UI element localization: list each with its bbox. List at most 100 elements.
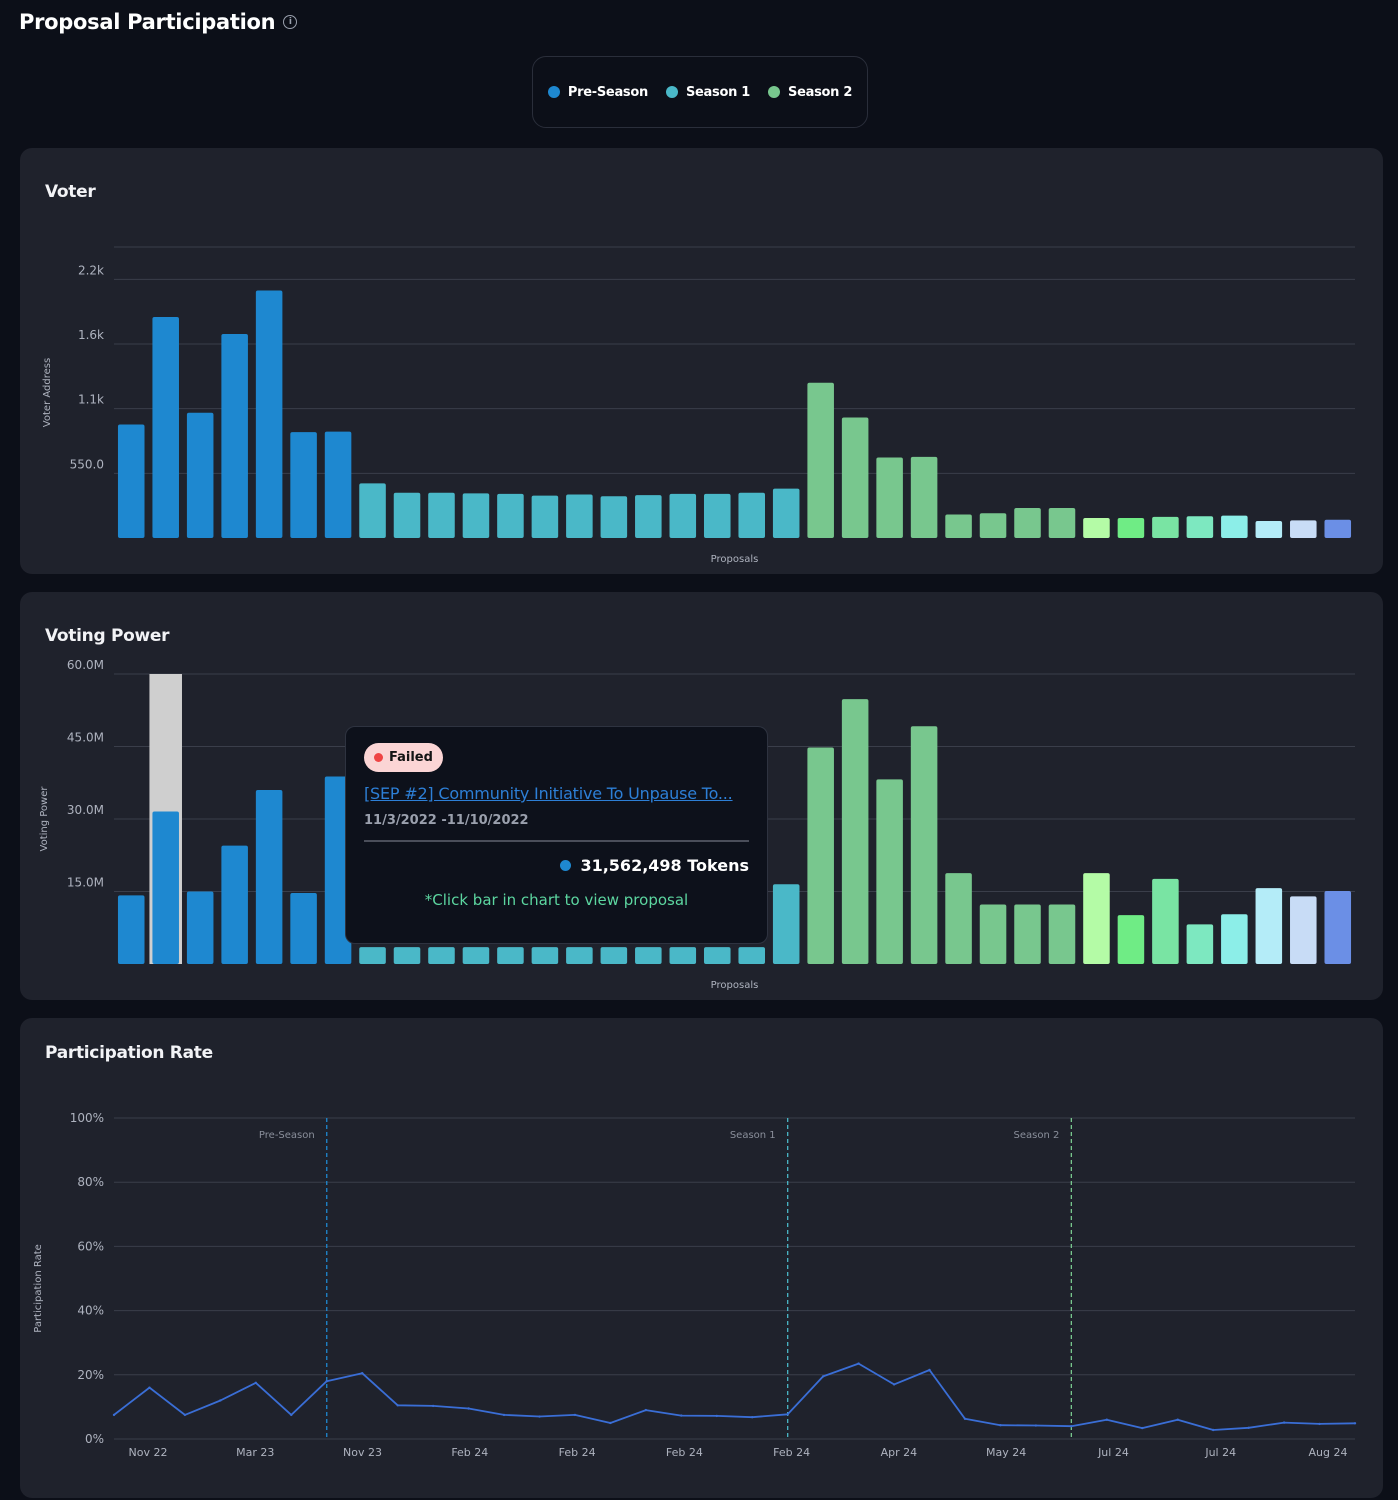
- data-point: [1247, 1426, 1250, 1429]
- data-point: [1176, 1418, 1179, 1421]
- bar: [1048, 508, 1076, 538]
- bar: [1014, 904, 1041, 964]
- y-tick-label: 60.0M: [67, 658, 104, 672]
- bar: [876, 779, 903, 964]
- tooltip-hint: *Click bar in chart to view proposal: [424, 891, 689, 909]
- x-tick-label: Feb 24: [559, 1446, 596, 1459]
- legend-label: Season 2: [788, 84, 853, 100]
- bar: [772, 488, 800, 538]
- bar: [738, 492, 766, 538]
- season-legend: Pre-Season Season 1 Season 2: [532, 56, 868, 128]
- bar: [393, 947, 421, 964]
- bar: [772, 884, 800, 964]
- y-tick-label: 100%: [70, 1111, 104, 1125]
- data-point: [609, 1421, 612, 1425]
- bar: [945, 873, 972, 964]
- data-point: [1141, 1426, 1144, 1430]
- x-tick-label: Nov 23: [343, 1446, 382, 1459]
- bar: [221, 845, 248, 964]
- x-tick-label: Nov 22: [129, 1446, 168, 1459]
- data-point: [467, 1407, 470, 1410]
- bar: [1324, 891, 1352, 964]
- bar: [255, 790, 283, 964]
- bar: [359, 483, 386, 538]
- y-tick-label: 15.0M: [67, 876, 104, 890]
- legend-item-pre-season[interactable]: Pre-Season: [547, 85, 648, 100]
- legend-item-season-2[interactable]: Season 2: [768, 85, 852, 100]
- season-marker-label: Pre-Season: [259, 1130, 315, 1141]
- data-point: [1034, 1424, 1038, 1427]
- data-point: [821, 1375, 825, 1378]
- bar: [910, 726, 938, 964]
- x-tick-label: Jul 24: [1204, 1446, 1236, 1459]
- bar: [359, 947, 386, 964]
- info-icon[interactable]: i: [283, 15, 298, 29]
- bar: [1083, 873, 1110, 964]
- y-tick-label: 0%: [85, 1432, 104, 1446]
- participation-rate-card-title: Participation Rate: [45, 1043, 213, 1063]
- bar: [290, 432, 317, 538]
- bar: [324, 776, 352, 964]
- legend-dot-icon: [768, 86, 781, 98]
- bar: [807, 382, 834, 538]
- bar: [669, 493, 697, 538]
- bar: [290, 892, 317, 964]
- data-point: [963, 1417, 967, 1420]
- y-axis-label: Voting Power: [39, 786, 50, 852]
- data-point: [751, 1415, 754, 1419]
- data-point: [573, 1413, 577, 1417]
- bar: [497, 493, 524, 538]
- bar: [428, 947, 455, 964]
- bar: [876, 457, 903, 538]
- data-point: [857, 1362, 860, 1365]
- bar: [635, 495, 662, 538]
- bar: [807, 747, 834, 964]
- proposal-dates: 11/3/2022 -11/10/2022: [364, 813, 529, 828]
- participation-line: [113, 1362, 1356, 1431]
- bar: [117, 424, 145, 538]
- proposal-link[interactable]: [SEP #2] Community Initiative To Unpause…: [364, 784, 733, 803]
- x-tick-label: Feb 24: [773, 1446, 810, 1459]
- data-point: [1211, 1428, 1215, 1432]
- bar: [566, 494, 593, 538]
- data-point: [219, 1399, 222, 1402]
- data-point: [786, 1413, 789, 1416]
- data-point: [1070, 1424, 1073, 1428]
- data-point: [148, 1386, 151, 1389]
- data-point: [290, 1413, 293, 1417]
- bar: [1255, 520, 1283, 538]
- data-point: [325, 1380, 328, 1383]
- bar: [152, 811, 179, 964]
- bar: [635, 947, 662, 964]
- data-point: [183, 1413, 187, 1417]
- x-tick-label: Aug 24: [1309, 1446, 1348, 1459]
- status-dot-icon: [374, 753, 383, 762]
- bar: [186, 891, 214, 964]
- bar: [393, 492, 421, 538]
- bar: [945, 514, 972, 538]
- x-tick-label: Feb 24: [451, 1446, 488, 1459]
- data-point: [892, 1383, 896, 1386]
- bar: [1152, 516, 1179, 538]
- y-tick-label: 1.1k: [78, 393, 104, 407]
- y-tick-label: 30.0M: [67, 803, 104, 817]
- bar: [566, 947, 593, 964]
- bar: [531, 495, 559, 538]
- data-point: [1318, 1422, 1321, 1426]
- bar: [1290, 896, 1317, 964]
- data-point: [502, 1413, 506, 1417]
- bar: [703, 493, 731, 538]
- bar: [1117, 915, 1145, 964]
- tokens-value: 31,562,498 Tokens: [580, 856, 749, 875]
- bar: [979, 904, 1007, 964]
- bar: [152, 316, 179, 538]
- bar: [1014, 508, 1041, 538]
- y-tick-label: 2.2k: [78, 263, 104, 277]
- legend-item-season-1[interactable]: Season 1: [665, 85, 750, 100]
- status-text: Failed: [389, 750, 433, 765]
- bar: [324, 431, 352, 538]
- voter-card-title: Voter: [45, 182, 96, 202]
- tokens-dot-icon: [560, 860, 572, 871]
- bar: [1186, 924, 1214, 964]
